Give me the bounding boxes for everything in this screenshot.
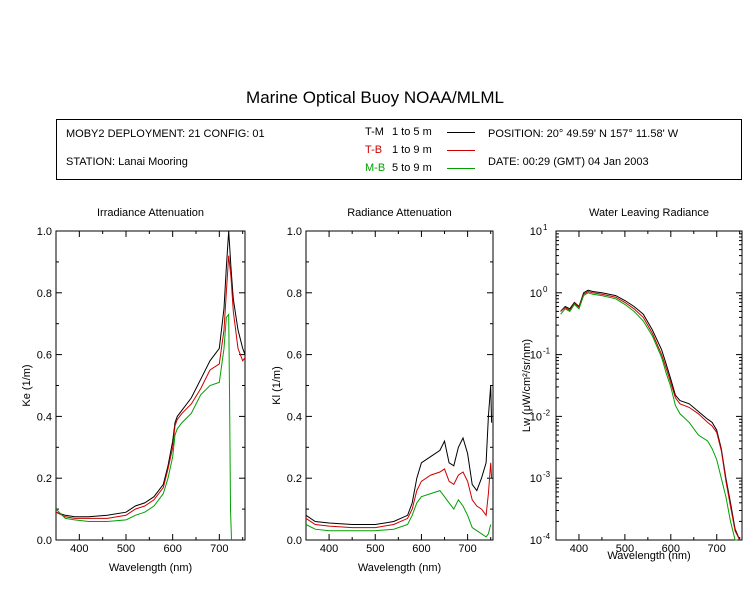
x-tick-label: 400	[70, 543, 88, 555]
x-tick-label: 700	[708, 543, 726, 555]
legend-name-tm: T-M	[365, 126, 384, 138]
deployment-label: MOBY2 DEPLOYMENT: 21 CONFIG: 01	[66, 128, 265, 140]
legend-range-tm: 1 to 5 m	[392, 126, 432, 138]
station-label: STATION: Lanai Mooring	[66, 156, 188, 168]
y-tick-exponent: -3	[543, 470, 551, 479]
series-line-t-b	[560, 290, 741, 541]
y-tick-label: 0.2	[37, 473, 52, 485]
x-tick-label: 700	[458, 543, 476, 555]
series-line-t-m	[560, 289, 741, 541]
y-tick-label: 10	[530, 411, 542, 423]
y-tick-label: 0.0	[37, 535, 52, 547]
y-tick-exponent: -4	[543, 532, 551, 541]
x-tick-label: 500	[117, 543, 135, 555]
series-line-m-b	[305, 490, 492, 538]
y-tick-label: 10	[530, 350, 542, 362]
legend-name-tb: T-B	[365, 144, 383, 156]
series-line-m-b	[55, 312, 232, 541]
y-tick-label: 0.4	[37, 411, 52, 423]
plot-title: Water Leaving Radiance	[589, 207, 709, 219]
x-tick-label: 400	[570, 543, 588, 555]
x-tick-label: 600	[412, 543, 430, 555]
y-tick-label: 1.0	[287, 226, 302, 238]
legend-name-mb: M-B	[365, 162, 386, 174]
y-tick-label: 0.2	[287, 473, 302, 485]
position-label: POSITION: 20° 49.59' N 157° 11.58' W	[488, 128, 679, 140]
legend-line-mb	[447, 168, 475, 169]
x-tick-label: 500	[366, 543, 384, 555]
legend-range-tb: 1 to 9 m	[392, 144, 432, 156]
y-tick-exponent: -1	[543, 347, 551, 356]
y-axis-label: Kl (1/m)	[271, 366, 283, 405]
y-axis-label: Lw (μW/cm²/sr/nm)	[521, 339, 533, 432]
y-axis-label: Ke (1/m)	[21, 364, 33, 406]
x-axis-label: Wavelength (nm)	[358, 562, 441, 574]
y-tick-label: 0.0	[287, 535, 302, 547]
legend-range-mb: 5 to 9 m	[392, 162, 432, 174]
x-tick-label: 600	[662, 543, 680, 555]
series-line-t-b	[55, 255, 246, 519]
legend-line-tb	[447, 150, 475, 151]
x-tick-label: 700	[210, 543, 228, 555]
x-tick-label: 600	[163, 543, 181, 555]
date-label: DATE: 00:29 (GMT) 04 Jan 2003	[488, 156, 649, 168]
plot-title: Irradiance Attenuation	[97, 207, 204, 219]
y-tick-label: 10	[530, 226, 542, 238]
plot-title: Radiance Attenuation	[347, 207, 452, 219]
series-line-t-m	[305, 385, 493, 525]
y-tick-label: 0.4	[287, 411, 302, 423]
series-line-t-m	[55, 230, 246, 518]
y-tick-label: 1.0	[37, 226, 52, 238]
y-tick-label: 0.8	[37, 288, 52, 300]
y-tick-label: 0.8	[287, 288, 302, 300]
series-line-t-b	[305, 462, 493, 529]
x-axis-label: Wavelength (nm)	[109, 562, 192, 574]
chart-main-title: Marine Optical Buoy NOAA/MLML	[246, 88, 504, 107]
plot-frame	[55, 230, 246, 541]
plot-frame	[305, 230, 494, 541]
y-tick-exponent: 0	[543, 285, 548, 294]
y-tick-exponent: 1	[543, 223, 548, 232]
x-tick-label: 500	[616, 543, 634, 555]
y-tick-label: 10	[530, 473, 542, 485]
x-tick-label: 400	[320, 543, 338, 555]
x-axis-label: Wavelength (nm)	[607, 550, 690, 562]
info-box	[56, 119, 742, 180]
y-tick-label: 10	[530, 288, 542, 300]
series-line-m-b	[560, 292, 738, 541]
y-tick-exponent: -2	[543, 408, 551, 417]
y-tick-label: 0.6	[37, 350, 52, 362]
y-tick-label: 0.6	[287, 350, 302, 362]
plot-frame	[555, 230, 743, 541]
y-tick-label: 10	[530, 535, 542, 547]
legend-line-tm	[447, 132, 475, 133]
